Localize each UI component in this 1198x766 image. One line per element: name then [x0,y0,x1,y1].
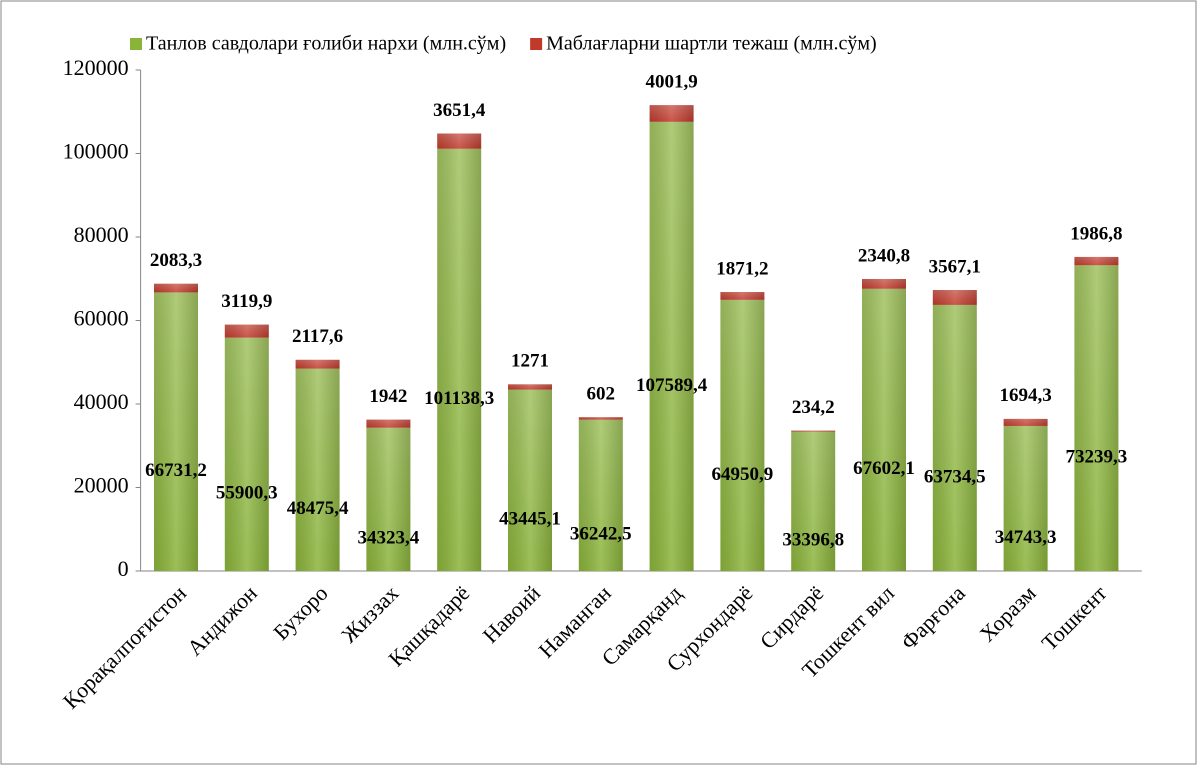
value-label: 4001,9 [645,71,697,92]
legend-swatch [130,38,142,50]
value-label: 33396,8 [782,530,844,551]
value-label: 1694,3 [999,385,1051,406]
bar-shade [154,292,198,571]
y-tick-label: 120000 [63,55,129,80]
y-tick-label: 60000 [74,306,129,331]
value-label: 3119,9 [221,291,272,312]
y-tick-label: 0 [118,556,129,581]
y-tick-label: 20000 [74,473,129,498]
value-label: 43445,1 [499,509,561,530]
value-label: 107589,4 [636,375,708,396]
bar-shade [791,431,836,571]
bar-shade [508,384,552,390]
bar-shade [224,324,269,338]
legend-label: Танлов савдолари ғолиби нархи (млн.сўм) [146,33,506,55]
value-label: 34323,4 [358,528,420,549]
bar-shade [508,389,552,571]
value-label: 36242,5 [570,524,632,545]
y-tick-label: 80000 [74,222,129,247]
value-label: 2340,8 [858,245,910,266]
bar-shade [295,368,340,571]
bar-shade [932,304,977,571]
value-label: 48475,4 [287,498,349,519]
legend-swatch [530,38,543,50]
value-label: 3651,4 [433,100,486,121]
value-label: 34743,3 [995,527,1057,548]
bar-shade [578,417,623,420]
bar-shade [862,278,906,289]
bar-shade [578,419,623,571]
y-tick-label: 40000 [74,389,129,414]
value-label: 1271 [511,351,549,372]
bar-shade [932,290,977,305]
bar-shade [437,148,482,571]
bar-shade [224,337,269,571]
bar-shade [862,288,906,571]
value-label: 602 [587,384,616,405]
value-label: 2117,6 [292,326,343,347]
value-label: 1986,8 [1070,223,1122,244]
value-label: 67602,1 [853,458,915,479]
bar-shade [1003,418,1048,426]
bar-shade [154,283,198,293]
bar-shade [1003,425,1048,571]
bar-shade [295,359,340,369]
bar-shade [649,105,694,122]
bar-shade [1074,256,1119,266]
bar-shade [437,133,482,149]
value-label: 3567,1 [929,256,981,277]
value-label: 73239,3 [1066,446,1128,467]
value-label: 63734,5 [924,466,986,487]
y-tick-label: 100000 [63,139,129,164]
bar-shade [791,430,836,432]
value-label: 101138,3 [424,388,494,409]
bar-shade [720,292,765,300]
value-label: 64950,9 [712,464,774,485]
bar-shade [720,299,765,571]
bar-shade [1074,265,1119,571]
value-label: 1942 [369,386,407,407]
value-label: 2083,3 [150,250,202,271]
bar-shade [366,427,411,571]
value-label: 66731,2 [145,460,207,481]
value-label: 1871,2 [716,258,768,279]
value-label: 234,2 [792,397,835,418]
bar-shade [366,419,411,428]
bar-shade [649,121,694,571]
value-label: 55900,3 [216,483,278,504]
legend-label: Маблағларни шартли тежаш (млн.сўм) [546,33,877,55]
